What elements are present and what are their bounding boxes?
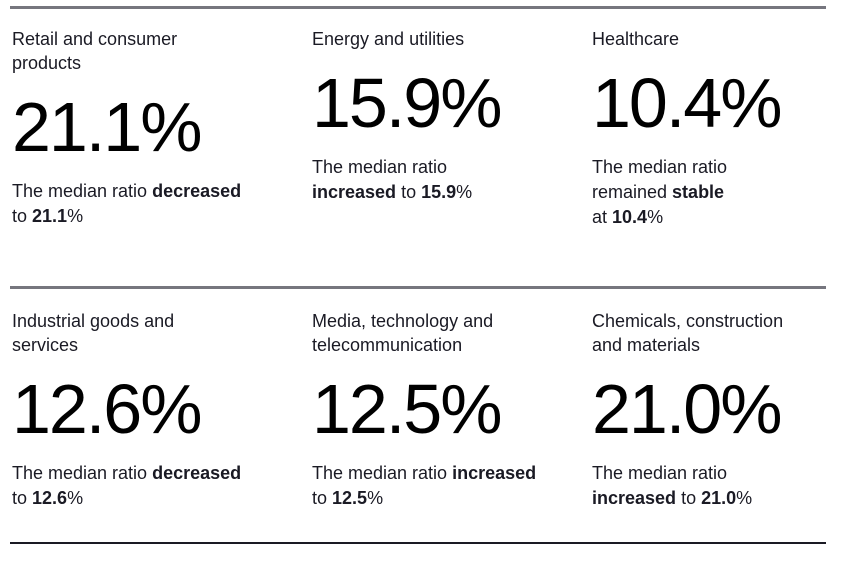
- sector-title: Healthcare: [592, 29, 680, 49]
- sector-value: 21.1%: [12, 88, 202, 166]
- sector-description: The median ratio increased to 12.5%: [312, 463, 537, 508]
- sector-description: The median ratio increased to 21.0%: [592, 463, 753, 508]
- sector-card: Media, technology and telecommunication 1…: [310, 289, 590, 511]
- sector-description: The median ratio increased to 15.9%: [312, 157, 473, 202]
- sector-title: Chemicals, construction and materials: [592, 311, 784, 355]
- sector-value: 21.0%: [592, 370, 782, 448]
- sector-card: Industrial goods and services 12.6% The m…: [10, 289, 310, 511]
- sector-card: Chemicals, construction and materials 21.…: [590, 289, 826, 511]
- sector-stats-panel: Retail and consumer products 21.1% The me…: [10, 6, 826, 544]
- row-1: Retail and consumer products 21.1% The me…: [10, 9, 826, 286]
- sector-description: The median ratio remained stable at 10.4%: [592, 157, 728, 227]
- sector-value: 10.4%: [592, 64, 782, 142]
- sector-title: Industrial goods and services: [12, 311, 175, 355]
- sector-title: Retail and consumer products: [12, 29, 178, 73]
- sector-description: The median ratio decreased to 21.1%: [12, 181, 242, 226]
- top-divider: [10, 6, 826, 9]
- sector-value: 15.9%: [312, 64, 502, 142]
- sector-value: 12.5%: [312, 370, 502, 448]
- sector-card: Retail and consumer products 21.1% The me…: [10, 9, 310, 229]
- sector-value: 12.6%: [12, 370, 202, 448]
- sector-card: Energy and utilities 15.9% The median ra…: [310, 9, 590, 205]
- sector-description: The median ratio decreased to 12.6%: [12, 463, 242, 508]
- row-2: Industrial goods and services 12.6% The m…: [10, 289, 826, 542]
- sector-card: Healthcare 10.4% The median ratio remaine…: [590, 9, 826, 230]
- bottom-divider: [10, 542, 826, 544]
- sector-title: Energy and utilities: [312, 29, 465, 49]
- middle-divider: [10, 286, 826, 289]
- sector-title: Media, technology and telecommunication: [312, 311, 494, 355]
